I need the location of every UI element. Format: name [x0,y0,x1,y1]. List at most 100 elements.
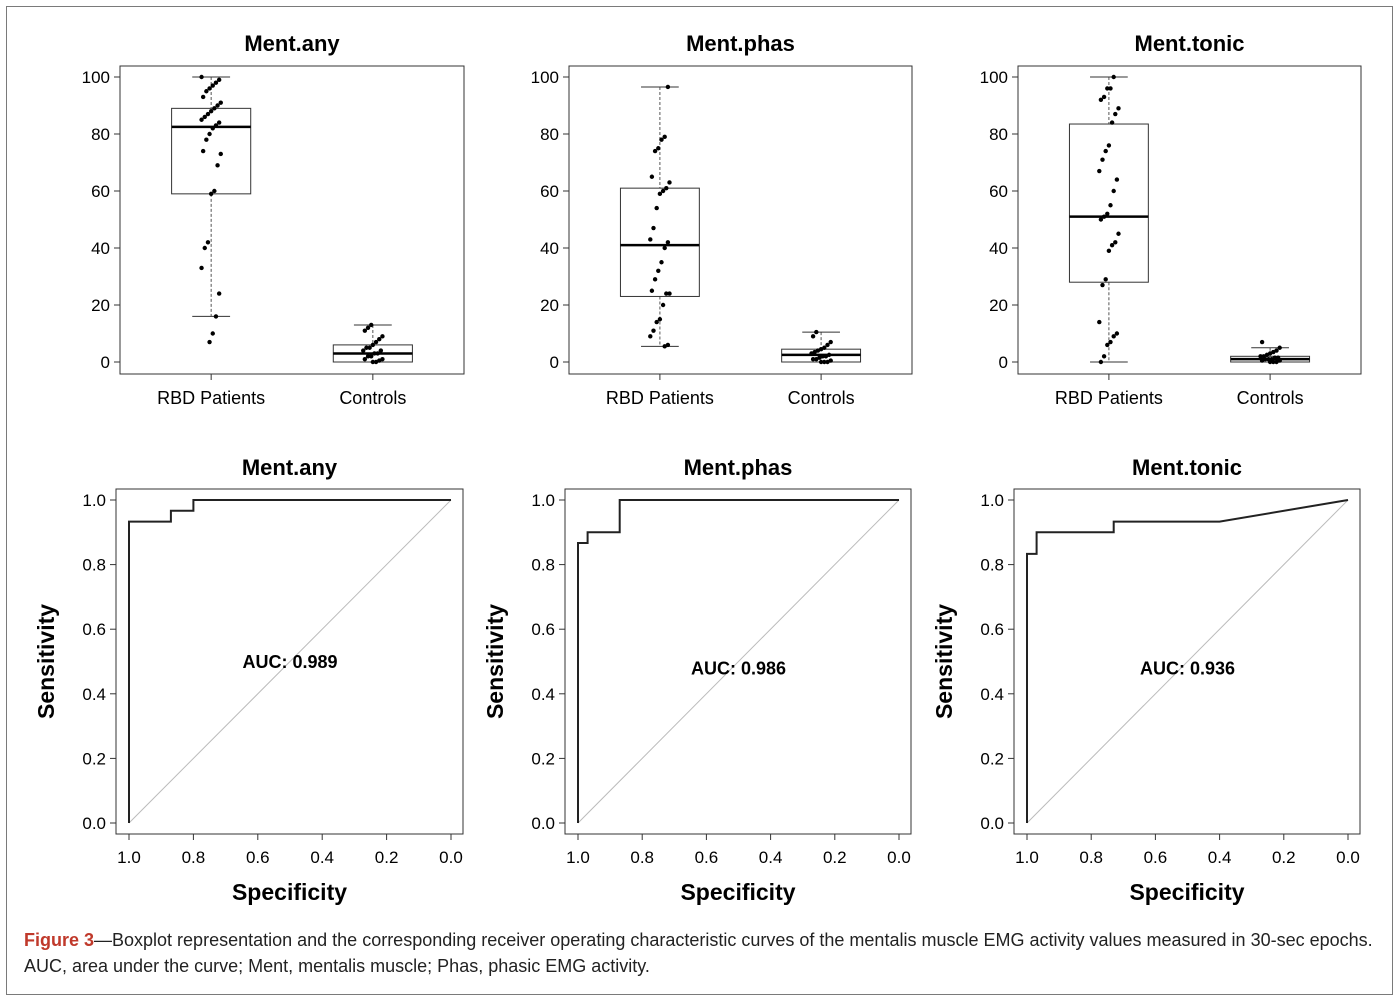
y-tick-label: 60 [540,182,559,201]
x-tick-label: 0.2 [823,848,847,867]
data-point [1105,86,1110,91]
data-point [1116,231,1121,236]
x-tick-label: 0.0 [439,848,463,867]
data-point [204,137,209,142]
data-point [1103,277,1108,282]
data-point [1101,94,1107,100]
plot-border [568,65,913,375]
x-tick-label: 0.8 [630,848,654,867]
data-point [370,342,376,348]
y-tick-label: 20 [989,296,1008,315]
data-point [1101,214,1107,219]
data-point [210,126,215,131]
data-point [204,89,209,94]
x-tick-label: 0.8 [182,848,206,867]
data-point [361,348,366,353]
x-axis-label: Specificity [680,879,795,905]
y-tick-label: 0.4 [531,685,555,704]
data-point [380,334,385,339]
data-point [1114,331,1120,336]
y-tick-label: 20 [540,296,559,315]
data-point [1105,342,1110,348]
data-point [1106,248,1112,254]
data-point [365,354,371,359]
roc-curve [1026,499,1349,823]
box-iqr [171,107,252,195]
data-point [1116,106,1121,111]
x-tick-label: 0.6 [246,848,270,867]
data-point [216,120,222,125]
data-point [1097,168,1102,174]
data-point [216,77,222,83]
data-point [377,337,382,342]
caption-text: —Boxplot representation and the correspo… [24,930,1373,976]
data-point [208,109,214,114]
y-tick-label: 1.0 [82,491,106,510]
data-point [1111,74,1116,80]
y-tick-label: 80 [540,125,559,144]
x-tick-label: 1.0 [1015,848,1039,867]
data-point [1114,177,1120,182]
data-point [205,111,211,117]
data-point [1259,339,1265,345]
y-tick-label: 0.8 [980,556,1004,575]
data-point [1109,242,1115,248]
data-point [1271,359,1276,365]
data-point [814,329,819,335]
x-tick-label: 0.0 [887,848,911,867]
data-point [1108,86,1113,91]
data-point [362,356,368,362]
data-point [810,334,816,339]
data-point [369,322,374,328]
y-axis-label: Sensitivity [931,604,957,719]
plot-border [1013,488,1361,835]
box-iqr [619,187,700,297]
y-tick-label: 20 [91,296,110,315]
data-point [210,83,215,88]
data-point [1277,345,1282,350]
data-point [199,74,204,80]
y-tick-label: 0.0 [82,814,106,833]
data-point [200,148,206,154]
x-tick-label: 0.8 [1079,848,1103,867]
data-point [369,354,374,359]
y-tick-label: 0.6 [82,620,106,639]
x-tick-label: RBD Patients [157,388,265,408]
data-point [200,94,206,100]
data-point [818,359,824,365]
y-tick-label: 0.2 [980,749,1004,768]
data-point [823,354,829,359]
data-point [1100,282,1105,288]
y-tick-label: 0.4 [980,685,1004,704]
data-point [218,151,223,157]
data-point [1113,111,1118,117]
x-tick-label: 0.2 [375,848,399,867]
data-point [667,291,672,296]
y-tick-label: 0.0 [531,814,555,833]
data-point [809,351,814,356]
data-point [213,314,219,319]
boxplot-panel-3: Ment.tonic 0 20 40 60 80 100 RBD Patients Contro… [980,31,1362,408]
data-point [207,86,212,91]
figure-panels: Ment.any 0 20 40 60 80 100 RBD Patients Controls… [33,31,1362,905]
auc-annotation: AUC: 0.936 [1140,658,1235,678]
data-point [1111,188,1116,194]
data-point [199,117,204,122]
data-point [1098,359,1104,365]
data-point [215,163,220,168]
data-point [660,302,666,308]
data-point [362,328,368,333]
data-point [213,80,219,85]
y-tick-label: 60 [989,182,1008,201]
plot-border [119,65,465,375]
data-point [665,240,671,245]
data-point [213,123,219,128]
data-point [212,106,217,111]
y-tick-label: 0.0 [980,814,1004,833]
panel-title: Ment.any [244,31,340,56]
auc-annotation: AUC: 0.989 [242,652,337,672]
data-point [810,356,816,362]
data-point [199,265,204,271]
y-tick-label: 1.0 [531,491,555,510]
data-point [660,188,666,194]
